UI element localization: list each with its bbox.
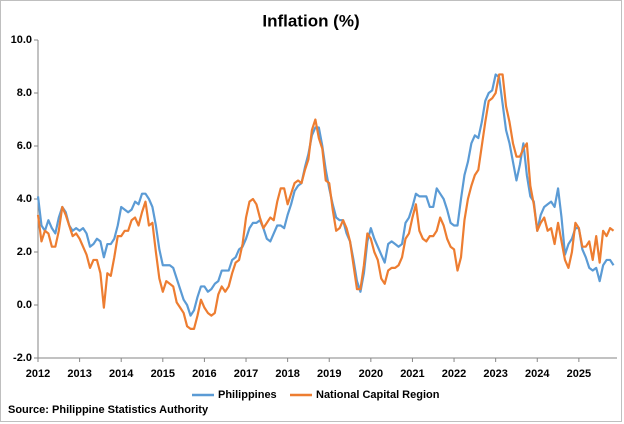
y-tick-label: 8.0 bbox=[17, 87, 32, 99]
y-tick-label: 4.0 bbox=[17, 193, 32, 205]
x-tick-label: 2016 bbox=[192, 368, 216, 380]
y-tick-label: 2.0 bbox=[17, 246, 32, 258]
legend-label: Philippines bbox=[218, 389, 277, 401]
y-tick-label: 10.0 bbox=[11, 34, 32, 46]
y-tick-label: -2.0 bbox=[13, 352, 32, 364]
x-tick-label: 2022 bbox=[442, 368, 466, 380]
x-tick-label: 2025 bbox=[567, 368, 591, 380]
y-tick-label: 0.0 bbox=[17, 299, 32, 311]
x-tick-label: 2017 bbox=[234, 368, 258, 380]
x-tick-label: 2020 bbox=[359, 368, 383, 380]
series-line bbox=[36, 73, 615, 317]
x-tick-label: 2012 bbox=[26, 368, 50, 380]
y-tick-label: 6.0 bbox=[17, 140, 32, 152]
x-tick-label: 2015 bbox=[151, 368, 175, 380]
x-tick-label: 2014 bbox=[109, 368, 134, 380]
x-tick-label: 2018 bbox=[275, 368, 299, 380]
legend-label: National Capital Region bbox=[316, 389, 440, 401]
source-note: Source: Philippine Statistics Authority bbox=[8, 404, 209, 416]
series-line bbox=[36, 73, 615, 330]
chart-title: Inflation (%) bbox=[262, 11, 359, 30]
x-tick-label: 2023 bbox=[483, 368, 507, 380]
x-tick-label: 2024 bbox=[525, 368, 550, 380]
x-tick-label: 2019 bbox=[317, 368, 341, 380]
x-tick-label: 2013 bbox=[67, 368, 91, 380]
x-tick-label: 2021 bbox=[400, 368, 424, 380]
